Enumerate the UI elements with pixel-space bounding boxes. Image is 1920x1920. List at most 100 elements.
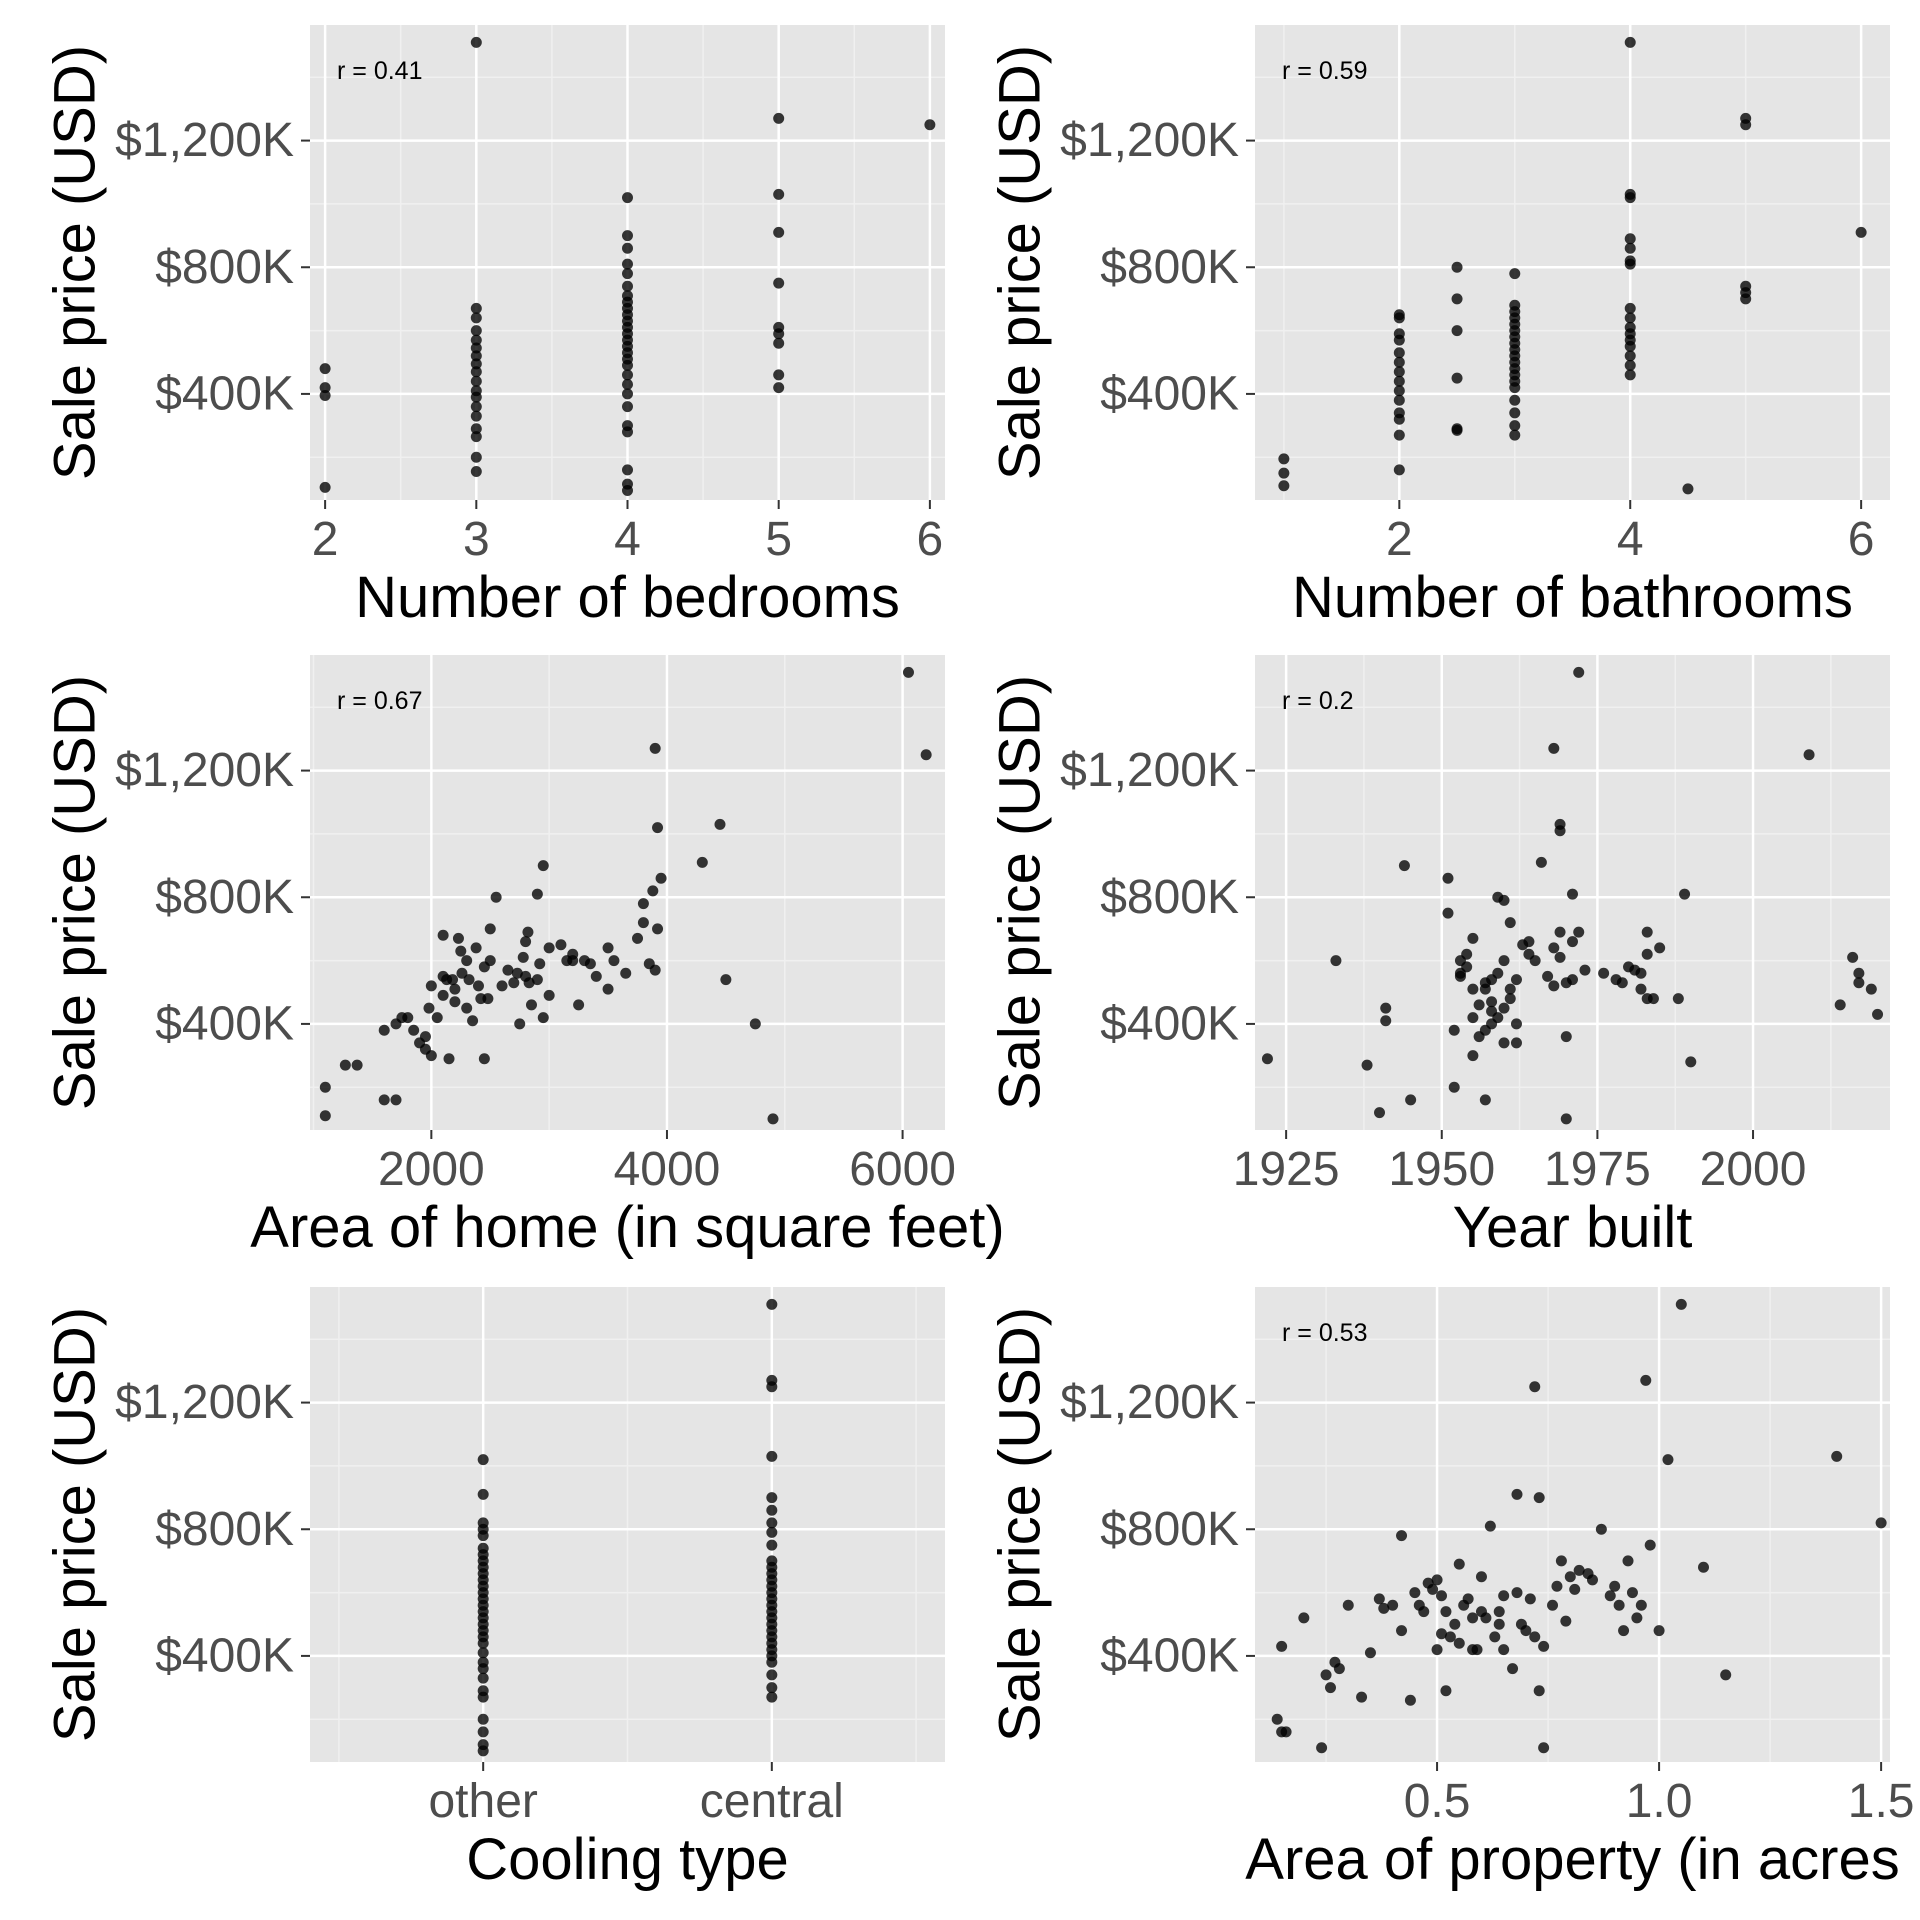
y-tick-label: $1,200K	[115, 1376, 294, 1429]
data-point	[477, 1726, 489, 1738]
data-point	[602, 942, 614, 954]
data-point	[1551, 1580, 1563, 1592]
x-tick-label: 6	[1848, 513, 1875, 566]
data-point	[1462, 1593, 1474, 1605]
data-point	[1554, 951, 1566, 963]
data-point	[1855, 226, 1867, 238]
data-point	[1409, 1587, 1421, 1599]
x-tick-label: 0.5	[1404, 1775, 1471, 1828]
data-point	[1631, 1612, 1643, 1624]
data-point	[1847, 951, 1859, 963]
x-axis-title: Area of home (in square feet)	[250, 1195, 1004, 1260]
data-point	[1560, 1615, 1572, 1627]
data-point	[1393, 429, 1405, 441]
data-point	[470, 466, 482, 477]
data-point	[1479, 983, 1491, 995]
data-point	[525, 999, 537, 1011]
data-point	[1498, 1590, 1510, 1602]
data-point	[1672, 993, 1684, 1005]
data-point	[720, 974, 732, 986]
data-point	[455, 945, 467, 957]
data-point	[1404, 1694, 1416, 1706]
data-point	[1533, 1685, 1545, 1697]
correlation-annotation: r = 0.2	[1282, 687, 1354, 715]
data-point	[1679, 888, 1691, 900]
data-point	[1641, 948, 1653, 960]
data-point	[1740, 119, 1752, 131]
data-point	[622, 369, 633, 381]
correlation-annotation: r = 0.53	[1282, 1319, 1367, 1347]
x-tick-label: 1.5	[1848, 1775, 1915, 1828]
data-point	[490, 891, 502, 903]
data-point	[1624, 340, 1636, 352]
y-tick-label: $800K	[155, 1503, 294, 1556]
data-point	[1740, 293, 1752, 305]
data-point	[319, 1081, 331, 1093]
data-point	[456, 967, 468, 979]
data-point	[1872, 1008, 1884, 1020]
y-tick-label: $1,200K	[115, 114, 294, 167]
data-point	[531, 888, 543, 900]
data-point	[622, 464, 633, 476]
y-axis-title: Sale price (USD)	[988, 675, 1053, 1110]
data-point	[602, 983, 614, 995]
data-point	[1635, 983, 1647, 995]
data-point	[339, 1059, 351, 1071]
data-point	[1507, 1663, 1519, 1675]
y-tick-label: $800K	[155, 241, 294, 294]
data-point	[537, 860, 549, 872]
data-point	[1398, 860, 1410, 872]
x-tick-label: 1925	[1233, 1143, 1340, 1196]
data-point	[1834, 999, 1846, 1011]
data-point	[1647, 993, 1659, 1005]
data-point	[452, 932, 464, 944]
data-point	[1444, 1631, 1456, 1643]
data-point	[478, 1053, 490, 1065]
data-point	[1564, 1571, 1576, 1583]
data-point	[1510, 1037, 1522, 1049]
data-point	[1467, 983, 1479, 995]
data-point	[584, 958, 596, 970]
data-point	[1436, 1590, 1448, 1602]
data-point	[1509, 394, 1521, 406]
data-point	[1504, 983, 1516, 995]
data-point	[647, 885, 659, 897]
data-point	[1624, 302, 1636, 314]
data-point	[470, 36, 482, 48]
data-point	[1573, 1564, 1585, 1576]
data-point	[1569, 1583, 1581, 1595]
data-point	[1380, 1015, 1392, 1027]
data-point	[567, 955, 579, 967]
data-point	[1626, 1587, 1638, 1599]
data-point	[431, 1012, 443, 1024]
data-point	[1609, 1580, 1621, 1592]
data-point	[1330, 955, 1342, 967]
data-point	[622, 378, 633, 390]
data-point	[508, 977, 520, 989]
data-point	[1548, 942, 1560, 954]
data-point	[655, 872, 667, 884]
data-point	[1529, 1381, 1541, 1393]
data-point	[543, 989, 555, 1001]
data-point	[437, 929, 449, 941]
data-point	[773, 277, 785, 289]
data-point	[1451, 293, 1463, 305]
y-tick-label: $400K	[155, 367, 294, 420]
x-tick-label: other	[428, 1775, 537, 1828]
data-point	[425, 1050, 437, 1062]
data-point	[1573, 926, 1585, 938]
data-point	[514, 1018, 526, 1030]
data-point	[531, 974, 543, 986]
data-point	[622, 242, 633, 254]
data-point	[484, 955, 496, 967]
data-point	[1624, 312, 1636, 324]
data-point	[1449, 1618, 1461, 1630]
data-point	[470, 451, 482, 463]
data-point	[1662, 1454, 1674, 1466]
y-tick-label: $800K	[1100, 241, 1239, 294]
data-point	[1453, 1637, 1465, 1649]
data-point	[1451, 261, 1463, 273]
data-point	[1298, 1612, 1310, 1624]
